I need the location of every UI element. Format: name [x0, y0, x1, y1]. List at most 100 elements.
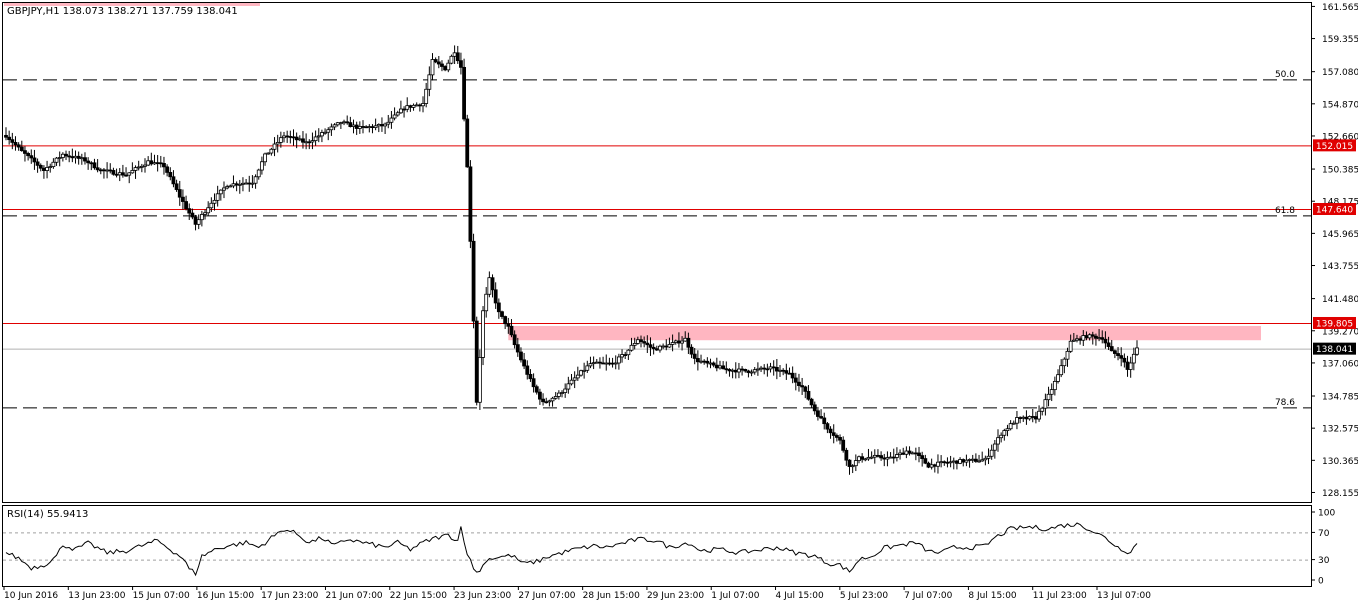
candle — [658, 344, 662, 353]
price-tick-label: 159.355 — [1322, 35, 1358, 45]
candle — [686, 332, 691, 354]
candle-body — [888, 456, 893, 459]
candle-body — [825, 423, 830, 430]
price-badge-label: 147.640 — [1316, 206, 1353, 216]
candle-body — [575, 374, 580, 379]
candle-body — [234, 183, 239, 186]
candle-body — [380, 124, 384, 127]
candle-body — [1034, 416, 1038, 420]
candle — [181, 189, 185, 210]
candle — [392, 107, 397, 121]
candle — [1043, 393, 1048, 416]
candle-body — [768, 366, 773, 370]
candle — [1122, 353, 1127, 368]
candle — [828, 426, 833, 439]
candle — [348, 116, 353, 128]
time-axis: 10 Jun 2016 13 Jun 23:00 15 Jun 07:00 16 Ju… — [3, 586, 1151, 601]
candle — [222, 181, 226, 199]
candle — [10, 132, 15, 150]
candle — [781, 368, 786, 376]
candle — [547, 399, 552, 407]
candle-body — [181, 196, 185, 202]
candle-body — [553, 396, 558, 399]
candle — [1125, 355, 1130, 377]
candle — [705, 357, 710, 368]
candle-body — [1002, 430, 1007, 436]
candle — [1030, 408, 1035, 423]
candle-body — [692, 353, 697, 359]
candle — [354, 121, 359, 135]
candle-body — [1065, 350, 1070, 360]
candle — [203, 209, 207, 220]
candle-body — [417, 104, 422, 107]
price-tick-label: 148.175 — [1322, 198, 1358, 208]
candle-body — [1059, 365, 1064, 376]
candle-body — [64, 153, 68, 157]
time-tick-label: 7 Jul 07:00 — [904, 591, 953, 601]
candle-body — [136, 166, 141, 169]
candle — [427, 66, 432, 97]
candle-body — [601, 362, 605, 365]
candle-body — [1084, 335, 1089, 339]
candle — [664, 339, 669, 351]
candle-body — [566, 383, 571, 390]
candle — [19, 140, 24, 152]
candle — [184, 195, 188, 211]
candle-body — [626, 349, 631, 356]
candle-body — [408, 105, 413, 108]
candle-body — [83, 157, 87, 162]
candle-body — [323, 131, 327, 134]
candle-body — [645, 342, 650, 346]
candle-body — [847, 459, 852, 467]
candle — [7, 130, 12, 145]
candle-body — [297, 138, 302, 141]
candle — [177, 180, 182, 206]
candle — [1059, 359, 1064, 378]
candle — [992, 439, 997, 459]
candle — [926, 461, 931, 469]
candle — [288, 130, 293, 144]
candle — [250, 175, 255, 189]
candle — [70, 148, 75, 163]
candle — [790, 366, 795, 384]
candle-body — [102, 169, 106, 172]
candle — [721, 361, 726, 370]
candle — [879, 451, 884, 461]
candle — [367, 124, 372, 133]
candle — [894, 447, 899, 462]
candle-body — [774, 367, 779, 372]
candle-body — [765, 368, 770, 371]
candle — [588, 356, 593, 369]
candle-body — [522, 359, 527, 367]
candle — [187, 203, 192, 220]
candle-body — [1078, 338, 1083, 341]
rsi-tick-label: 0 — [1318, 577, 1324, 587]
candle-body — [879, 455, 884, 459]
candle — [4, 127, 8, 141]
candle-body — [607, 362, 612, 365]
candle — [124, 167, 128, 177]
candle-body — [1037, 410, 1041, 420]
candle — [465, 114, 470, 168]
candle-body — [149, 160, 154, 165]
candle — [967, 458, 972, 468]
candle — [803, 385, 808, 399]
candle — [313, 130, 318, 146]
candle-body — [759, 367, 763, 370]
candle — [253, 174, 258, 189]
candle — [294, 132, 299, 149]
candle — [98, 167, 103, 175]
rsi-line — [5, 522, 1138, 577]
candle-body — [383, 123, 388, 127]
candle-body — [667, 344, 672, 348]
candle — [282, 131, 286, 143]
candle-body — [436, 61, 441, 65]
candle — [538, 388, 542, 405]
price-panel-frame — [2, 2, 1312, 503]
candle-body — [51, 161, 56, 167]
candle — [1049, 383, 1054, 402]
candle-body — [244, 182, 249, 185]
candle — [307, 139, 312, 150]
candle — [225, 184, 230, 190]
